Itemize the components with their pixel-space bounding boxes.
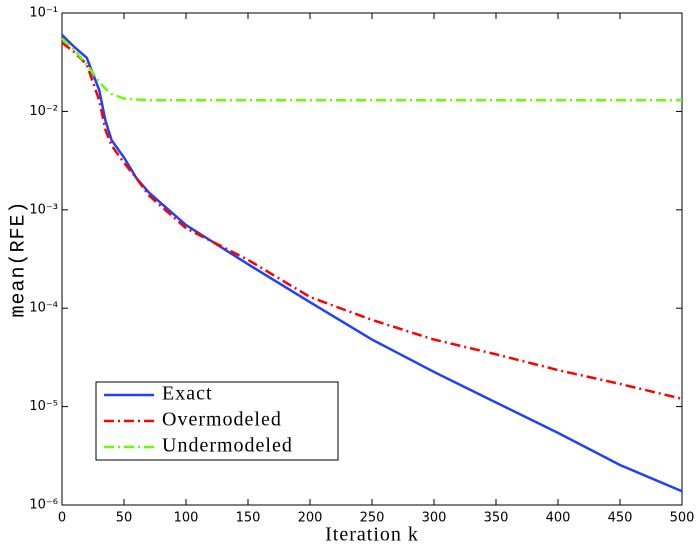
y-tick-label: 10⁻²: [29, 104, 58, 119]
x-tick-label: 300: [422, 511, 447, 526]
y-tick-label: 10⁻⁵: [29, 399, 58, 414]
line-series: [61, 41, 683, 401]
y-tick-label: 10⁻³: [29, 202, 58, 217]
x-tick-label: 350: [484, 511, 509, 526]
x-tick-label: 500: [670, 511, 695, 526]
x-tick-label: 100: [174, 511, 199, 526]
legend-label: Undermodeled: [162, 435, 293, 457]
y-tick-label: 10⁻⁴: [29, 301, 58, 316]
y-tick-label: 10⁻⁶: [29, 498, 58, 513]
legend-label: Exact: [162, 383, 213, 405]
y-axis-label: mean(RFE): [7, 200, 30, 317]
legend: Exact Overmodeled Undermodeled: [95, 381, 339, 461]
x-tick-label: 200: [298, 511, 323, 526]
x-tick-label: 150: [236, 511, 261, 526]
y-tick-label: 10⁻¹: [29, 6, 58, 21]
line-series: [61, 33, 683, 493]
x-tick-label: 400: [546, 511, 571, 526]
x-tick-label: 450: [608, 511, 633, 526]
x-tick-label: 0: [58, 511, 66, 526]
legend-label: Overmodeled: [162, 409, 282, 431]
x-tick-label: 250: [360, 511, 385, 526]
x-axis-label: Iteration k: [325, 524, 419, 546]
x-tick-label: 50: [116, 511, 133, 526]
